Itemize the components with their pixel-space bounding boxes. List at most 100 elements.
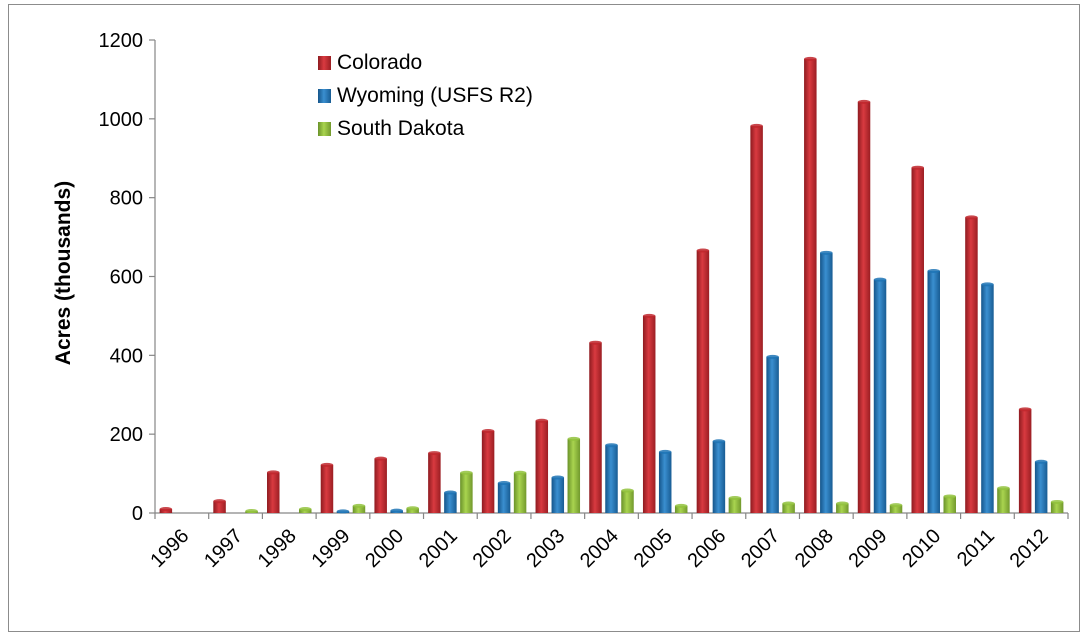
bar-colorado-2002 [481,431,495,513]
bar-top [766,354,779,359]
x-tick-label: 1998 [254,525,301,572]
bar-south-2011 [997,488,1010,513]
x-tick-label: 2007 [737,525,784,572]
bar-wyoming-2006 [712,441,726,513]
x-tick-label: 2006 [683,525,730,572]
legend-swatch-1 [318,89,331,103]
bar-wyoming-2001 [444,492,457,513]
bar-top [299,507,312,512]
bar-top [535,418,549,423]
bar-south-1999 [352,505,366,513]
bar-colorado-2012 [1018,409,1032,513]
bar-south-2008 [836,503,849,513]
bar-top [481,429,495,434]
bar-top [352,503,366,508]
bars [159,56,1064,514]
bar-top [857,99,871,104]
y-tick-label: 400 [110,345,143,367]
legend-label-1: Wyoming (USFS R2) [337,84,533,107]
legend: Colorado Wyoming (USFS R2) South Dakota [318,51,533,140]
bar-top [642,313,656,318]
bar-colorado-2001 [428,453,441,513]
bar-south-2000 [406,508,419,513]
bar-top [406,506,419,511]
bar-colorado-1998 [267,472,280,513]
y-tick-label: 0 [132,503,143,525]
bar-top [267,470,280,475]
x-tick-label: 2012 [1006,525,1053,572]
y-tick-label: 200 [110,424,143,446]
bar-top [728,496,742,501]
x-tick-label: 2010 [898,525,945,572]
y-tick-label: 600 [110,267,143,289]
bar-wyoming-2004 [605,445,618,513]
bar-top [943,494,956,499]
bar-top [567,436,581,441]
y-tick-label: 1200 [99,30,144,52]
bar-south-2006 [728,498,742,513]
legend-label-0: Colorado [337,51,422,74]
bar-top [513,470,527,475]
x-tick-label: 2003 [522,525,569,572]
x-tick-label: 2011 [953,525,999,571]
bar-south-2007 [782,503,795,513]
bar-top [927,268,940,273]
bar-top [551,475,565,480]
x-tick-label: 2008 [791,525,838,572]
x-tick-label: 1996 [146,525,193,572]
bar-colorado-2003 [535,420,549,513]
bar-top [444,490,457,495]
x-tick-label: 2005 [630,525,677,572]
y-tick-label: 800 [110,188,143,210]
bar-top [428,451,441,456]
chart-frame [8,4,1080,632]
bar-top [674,503,688,508]
x-tick-label: 2001 [415,525,462,572]
bar-colorado-2010 [911,167,924,513]
bar-top [658,449,672,454]
bar-colorado-1997 [213,501,226,513]
x-tick-label: 2009 [845,525,892,572]
legend-swatch-0 [318,56,331,70]
bar-top [1018,407,1032,412]
bar-top [712,439,726,444]
bar-top [911,165,924,170]
bar-colorado-2005 [642,315,656,513]
bar-colorado-2000 [374,458,387,513]
bar-colorado-1999 [320,464,334,513]
bar-wyoming-2008 [820,252,833,513]
bar-south-2004 [621,490,634,513]
bar-top [390,508,403,513]
bar-wyoming-2002 [497,483,511,513]
bar-top [320,462,334,467]
bar-top [213,499,226,504]
y-axis-title: Acres (thousands) [52,181,75,365]
bar-top [1034,459,1048,464]
bar-south-2003 [567,438,581,513]
bar-south-2001 [460,472,473,513]
bar-top [589,340,602,345]
x-tick-label: 2000 [361,525,408,572]
bar-top [750,123,763,128]
bar-wyoming-2007 [766,356,779,513]
bar-top [836,501,849,506]
legend-swatch-2 [318,122,331,136]
bar-south-2005 [674,505,688,513]
bar-wyoming-2009 [873,279,887,513]
bar-south-2002 [513,472,527,513]
bar-top [460,470,473,475]
bar-top [820,250,833,255]
x-tick-label: 1997 [200,525,247,572]
bar-wyoming-2005 [658,451,672,513]
x-tick-label: 2002 [469,525,516,572]
bar-top [374,456,387,461]
bar-wyoming-2011 [981,284,994,513]
bar-top [336,509,350,514]
bar-wyoming-2012 [1034,461,1048,513]
bar-colorado-2008 [804,58,817,514]
bar-top [997,486,1010,491]
bar-top [497,481,511,486]
bar-colorado-2007 [750,125,763,514]
bar-top [696,248,710,253]
